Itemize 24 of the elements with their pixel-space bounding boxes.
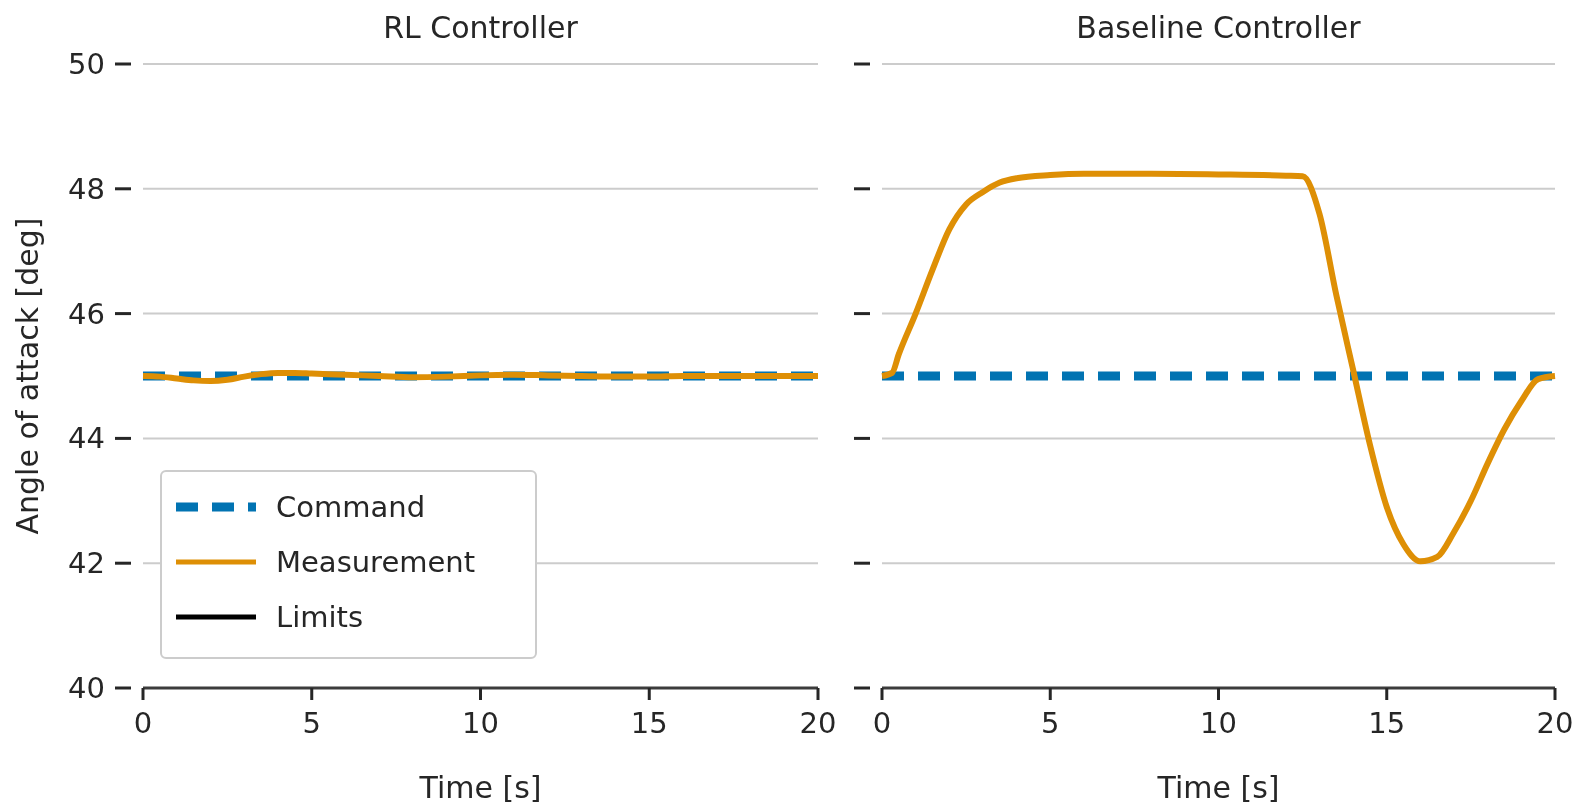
x-tick-label: 20 xyxy=(1536,706,1574,740)
x-tick-label: 0 xyxy=(872,706,892,740)
y-tick-label: 46 xyxy=(68,296,105,331)
x-tick-label: 5 xyxy=(302,706,321,740)
legend-label: Command xyxy=(276,490,426,524)
legend-label: Limits xyxy=(276,600,363,634)
x-tick-label: 15 xyxy=(1368,706,1406,740)
x-tick-label: 10 xyxy=(462,706,499,740)
y-axis-title: Angle of attack [deg] xyxy=(10,217,45,535)
y-tick-label: 42 xyxy=(68,546,105,581)
legend-label: Measurement xyxy=(276,545,476,579)
y-tick-label: 40 xyxy=(68,671,105,705)
x-axis-title: Time [s] xyxy=(1156,770,1280,805)
y-tick-label: 50 xyxy=(68,47,105,81)
y-tick-label: 48 xyxy=(68,171,105,206)
x-tick-label: 5 xyxy=(1041,706,1060,740)
chart-title: RL Controller xyxy=(383,10,579,45)
x-axis-title: Time [s] xyxy=(418,770,542,805)
chart-title: Baseline Controller xyxy=(1076,10,1362,45)
y-tick-label: 44 xyxy=(68,421,105,456)
x-tick-label: 10 xyxy=(1200,706,1237,740)
x-tick-label: 0 xyxy=(133,706,153,740)
x-tick-label: 15 xyxy=(630,706,668,740)
x-tick-label: 20 xyxy=(799,706,837,740)
